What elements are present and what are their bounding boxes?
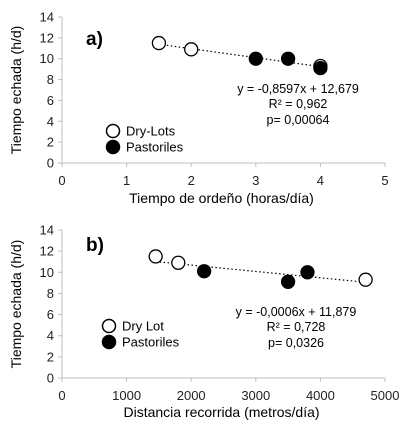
y-tick-label: 6 — [47, 307, 54, 322]
x-tick-label: 3000 — [241, 388, 270, 403]
x-tick-label: 1 — [123, 173, 130, 188]
legend-marker-open — [105, 123, 121, 139]
regression-annotation: p= 0,0326 — [268, 336, 324, 350]
y-tick-label: 2 — [47, 135, 54, 150]
data-point-filled — [280, 274, 296, 289]
panel-label: b) — [86, 235, 104, 256]
x-tick-label: 3 — [252, 173, 259, 188]
y-tick-label: 14 — [40, 10, 54, 25]
y-tick-label: 8 — [47, 286, 54, 301]
y-tick-label: 10 — [40, 265, 54, 280]
x-axis-title: Distancia recorrida (metros/día) — [123, 404, 319, 420]
x-tick-label: 5 — [381, 173, 388, 188]
scatter-chart-b: 0 2 4 6 8 10 12 14 0 1000 2000 3000 4000 5000 Distanci… — [0, 212, 409, 424]
legend-label: Pastoriles — [122, 335, 180, 350]
data-point-open — [184, 42, 199, 57]
y-tick-label: 4 — [47, 328, 54, 343]
y-tick-label: 14 — [40, 223, 54, 238]
data-point-filled — [248, 51, 263, 66]
data-point-filled — [313, 60, 328, 76]
regression-annotation: y = -0,0006x + 11,879 — [236, 305, 357, 319]
legend-label: Pastoriles — [126, 140, 184, 155]
x-tick-label: 2000 — [177, 388, 206, 403]
y-tick-label: 2 — [47, 349, 54, 364]
y-tick-label: 0 — [47, 156, 54, 171]
x-tick-label: 0 — [58, 388, 65, 403]
x-tick-label: 5000 — [371, 388, 400, 403]
legend-marker-filled — [105, 139, 121, 155]
regression-annotation: R² = 0,728 — [267, 320, 326, 334]
data-point-filled — [300, 265, 315, 280]
data-point-open — [358, 272, 373, 287]
legend-marker-filled — [101, 334, 117, 350]
x-tick-label: 4000 — [306, 388, 335, 403]
data-point-filled — [196, 264, 212, 279]
y-tick-label: 8 — [47, 72, 54, 87]
x-tick-label: 1000 — [112, 388, 141, 403]
scatter-chart-a: 0 2 4 6 8 10 12 14 0 1 2 3 4 5 Tiempo de ordeño (horas… — [8, 10, 389, 207]
x-tick-label: 2 — [188, 173, 195, 188]
panel-label: a) — [86, 29, 103, 50]
y-tick-label: 0 — [47, 371, 54, 386]
data-point-open — [171, 255, 186, 270]
regression-annotation: p= 0,00064 — [267, 113, 330, 127]
legend-marker-open — [101, 318, 117, 334]
data-point-open — [148, 249, 163, 264]
x-tick-label: 0 — [58, 173, 65, 188]
trendline — [155, 261, 366, 283]
y-axis-title: Tiempo echada (h/d) — [8, 26, 24, 155]
legend-label: Dry-Lots — [126, 124, 176, 139]
y-tick-label: 12 — [40, 30, 54, 45]
trendline — [158, 43, 321, 68]
legend-label: Dry Lot — [122, 319, 164, 334]
y-axis-title: Tiempo echada (h/d) — [8, 240, 24, 369]
x-axis-title: Tiempo de ordeño (horas/día) — [129, 190, 314, 206]
y-tick-label: 12 — [40, 244, 54, 259]
y-tick-label: 6 — [47, 93, 54, 108]
y-tick-label: 10 — [40, 51, 54, 66]
data-point-filled — [280, 51, 296, 66]
y-tick-label: 4 — [47, 114, 54, 129]
data-point-open — [151, 35, 167, 51]
regression-annotation: R² = 0,962 — [269, 97, 328, 111]
chart-b-svg: 0 2 4 6 8 10 12 14 0 1000 2000 3000 4000 5000 Distanci… — [8, 223, 400, 421]
x-tick-label: 4 — [317, 173, 324, 188]
regression-annotation: y = -0,8597x + 12,679 — [237, 82, 359, 96]
